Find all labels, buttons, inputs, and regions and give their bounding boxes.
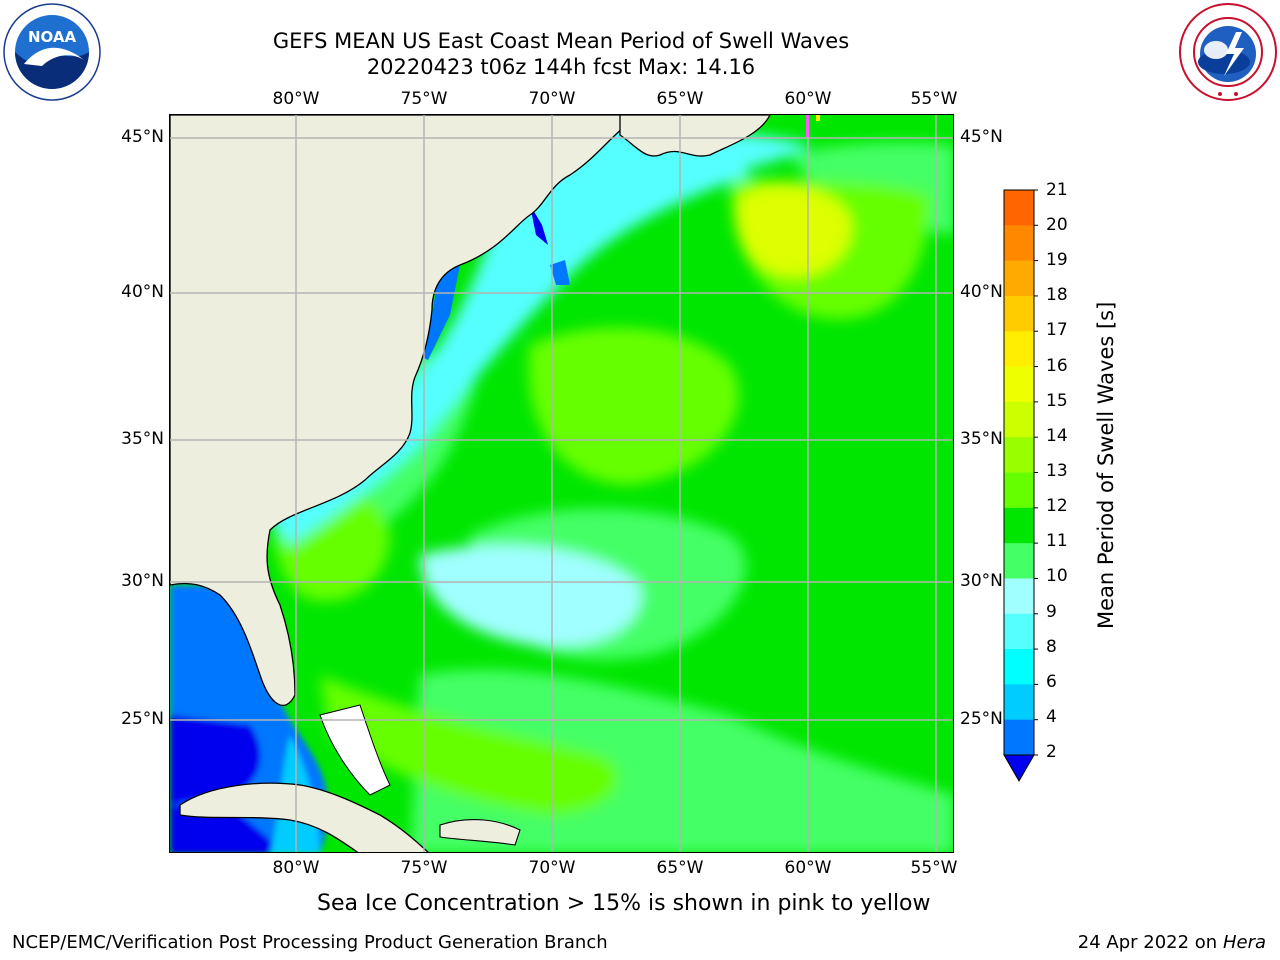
colorbar-ticks: 21 20 19 18 17 16 15 14 13 12 11 10 9 8 … — [1046, 180, 1106, 780]
colorbar-segment — [1004, 472, 1034, 509]
footer-left: NCEP/EMC/Verification Post Processing Pr… — [12, 932, 608, 953]
lat-label-right: 30°N — [960, 571, 1003, 591]
colorbar-segment — [1004, 331, 1034, 368]
land-bahamas — [319, 704, 391, 796]
chart-title-line2: 20220423 t06z 144h fcst Max: 14.16 — [366, 55, 756, 79]
colorbar-tick: 6 — [1046, 672, 1057, 692]
colorbar-tick: 14 — [1046, 426, 1068, 446]
colorbar-tick: 20 — [1046, 215, 1068, 235]
noaa-logo: NOAA — [2, 2, 102, 102]
colorbar-segment — [1004, 295, 1034, 332]
map-panel — [169, 114, 954, 853]
map-canvas — [170, 115, 953, 852]
nws-logo — [1178, 2, 1278, 102]
land-hispaniola — [439, 819, 521, 846]
colorbar-segment — [1004, 684, 1034, 721]
footer-date: 24 Apr 2022 on — [1077, 932, 1223, 953]
colorbar-segment — [1004, 190, 1034, 226]
colorbar-tick: 21 — [1046, 180, 1068, 200]
land-maritimes — [619, 115, 771, 157]
lat-label-right: 40°N — [960, 282, 1003, 302]
lon-label-bottom: 65°W — [656, 858, 704, 878]
colorbar-segment — [1004, 719, 1034, 756]
colorbar-segment — [1004, 260, 1034, 297]
lat-label-left: 30°N — [121, 571, 164, 591]
colorbar-segment — [1004, 366, 1034, 403]
colorbar-tick: 8 — [1046, 637, 1057, 657]
colorbar-label: Mean Period of Swell Waves [s] — [1094, 301, 1118, 629]
colorbar-segment — [1004, 578, 1034, 615]
colorbar-segment — [1004, 613, 1034, 650]
lon-label-top: 75°W — [400, 89, 448, 109]
lon-label-bottom: 55°W — [910, 858, 958, 878]
colorbar-segment — [1004, 543, 1034, 579]
colorbar-tick: 13 — [1046, 461, 1068, 481]
colorbar-segment — [1004, 649, 1034, 685]
lon-label-top: 60°W — [784, 89, 832, 109]
colorbar-segment — [1004, 401, 1034, 438]
colorbar-tick: 19 — [1046, 250, 1068, 270]
lon-label-bottom: 60°W — [784, 858, 832, 878]
colorbar-tick: 2 — [1046, 742, 1057, 762]
lat-label-right: 25°N — [960, 709, 1003, 729]
footer-right: 24 Apr 2022 on Hera — [1078, 932, 1266, 954]
chart-title-line1: GEFS MEAN US East Coast Mean Period of S… — [272, 29, 850, 53]
colorbar-tick: 10 — [1046, 566, 1068, 586]
colorbar-tick: 4 — [1046, 707, 1057, 727]
noaa-logo-text: NOAA — [28, 28, 77, 46]
sea-ice-note: Sea Ice Concentration > 15% is shown in … — [317, 891, 931, 916]
lon-label-top: 65°W — [656, 89, 704, 109]
lat-label-left: 35°N — [121, 429, 164, 449]
colorbar-tick: 9 — [1046, 602, 1057, 622]
colorbar-tick: 15 — [1046, 391, 1068, 411]
colorbar-segment — [1004, 507, 1034, 544]
lon-label-top: 70°W — [528, 89, 576, 109]
lat-label-left: 40°N — [121, 282, 164, 302]
land-north-america — [170, 115, 642, 707]
lon-label-bottom: 80°W — [272, 858, 320, 878]
colorbar-svg — [1003, 189, 1038, 783]
colorbar-tick: 17 — [1046, 320, 1068, 340]
land-cuba — [179, 782, 429, 852]
colorbar-tick: 16 — [1046, 356, 1068, 376]
lat-label-left: 45°N — [121, 127, 164, 147]
lat-label-right: 45°N — [960, 127, 1003, 147]
lon-label-top: 80°W — [272, 89, 320, 109]
colorbar-segment — [1004, 437, 1034, 473]
lon-label-bottom: 70°W — [528, 858, 576, 878]
lon-label-top: 55°W — [910, 89, 958, 109]
colorbar-tick: 11 — [1046, 531, 1068, 551]
colorbar-tick: 12 — [1046, 496, 1068, 516]
colorbar-tick: 18 — [1046, 285, 1068, 305]
sea-ice-mark — [806, 115, 809, 137]
footer-host: Hera — [1222, 932, 1266, 953]
colorbar-segment — [1004, 225, 1034, 262]
sea-ice-mark — [816, 115, 820, 121]
lat-label-right: 35°N — [960, 429, 1003, 449]
colorbar-under-extension — [1003, 754, 1035, 783]
lat-label-left: 25°N — [121, 709, 164, 729]
graticule — [170, 115, 953, 852]
colorbar — [1000, 186, 1040, 786]
lon-label-bottom: 75°W — [400, 858, 448, 878]
